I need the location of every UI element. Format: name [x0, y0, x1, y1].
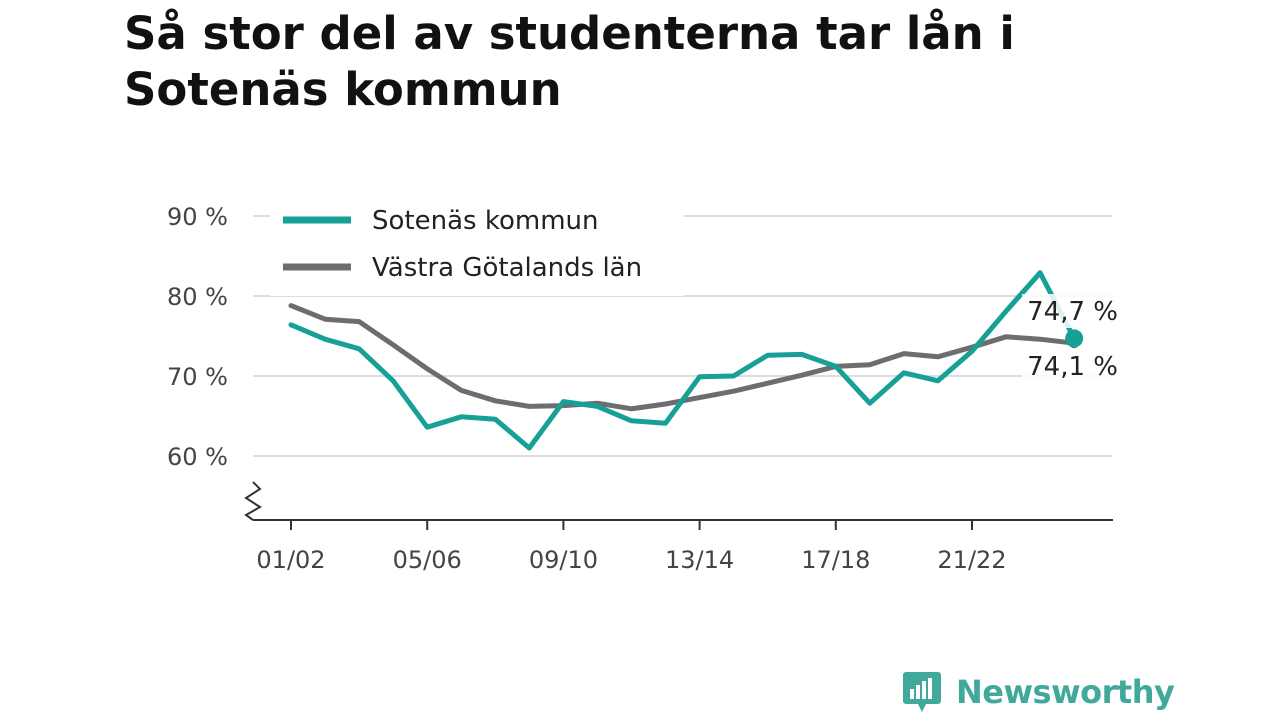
- y-tick-label: 90 %: [167, 203, 228, 231]
- newsworthy-logo-icon: [903, 672, 941, 712]
- x-axis-ticks: 01/02 05/06 09/10 13/14 17/18 21/22: [256, 520, 1007, 574]
- end-label-background: [1022, 349, 1120, 383]
- end-label-background: [1022, 294, 1120, 328]
- line-chart: 60 % 70 % 80 % 90 % 01/02 05/06 09/10 13/14 17/…: [167, 196, 1120, 574]
- legend-background: [270, 196, 684, 296]
- legend: Sotenäs kommun Västra Götalands län: [270, 196, 684, 296]
- end-labels: 74,7 % 74,1 %: [1022, 294, 1120, 383]
- series-line-sotenas: [288, 270, 1077, 451]
- end-label: 74,1 %: [1027, 352, 1118, 382]
- x-tick-label: 13/14: [665, 546, 734, 574]
- y-tick-label: 80 %: [167, 283, 228, 311]
- series-line-vastra-gotaland: [288, 303, 1077, 412]
- end-label: 74,7 %: [1027, 297, 1118, 327]
- x-axis: [244, 481, 1113, 521]
- newsworthy-logo: Newsworthy: [902, 668, 1175, 716]
- axis-break-symbol: [244, 481, 262, 521]
- x-tick-label: 09/10: [529, 546, 598, 574]
- x-tick-label: 05/06: [393, 546, 462, 574]
- y-tick-label: 70 %: [167, 363, 228, 391]
- chart-title: Så stor del av studenterna tar lån i Sot…: [124, 7, 1015, 116]
- x-tick-label: 01/02: [256, 546, 325, 574]
- series-lines: [288, 270, 1084, 451]
- y-axis-ticks: 60 % 70 % 80 % 90 %: [167, 203, 228, 471]
- series-endpoint-sotenas: [1065, 329, 1084, 348]
- legend-label: Västra Götalands län: [372, 253, 642, 283]
- x-tick-label: 17/18: [801, 546, 870, 574]
- x-tick-label: 21/22: [937, 546, 1006, 574]
- legend-label: Sotenäs kommun: [372, 206, 598, 236]
- y-tick-label: 60 %: [167, 443, 228, 471]
- brand-name: Newsworthy: [956, 673, 1175, 711]
